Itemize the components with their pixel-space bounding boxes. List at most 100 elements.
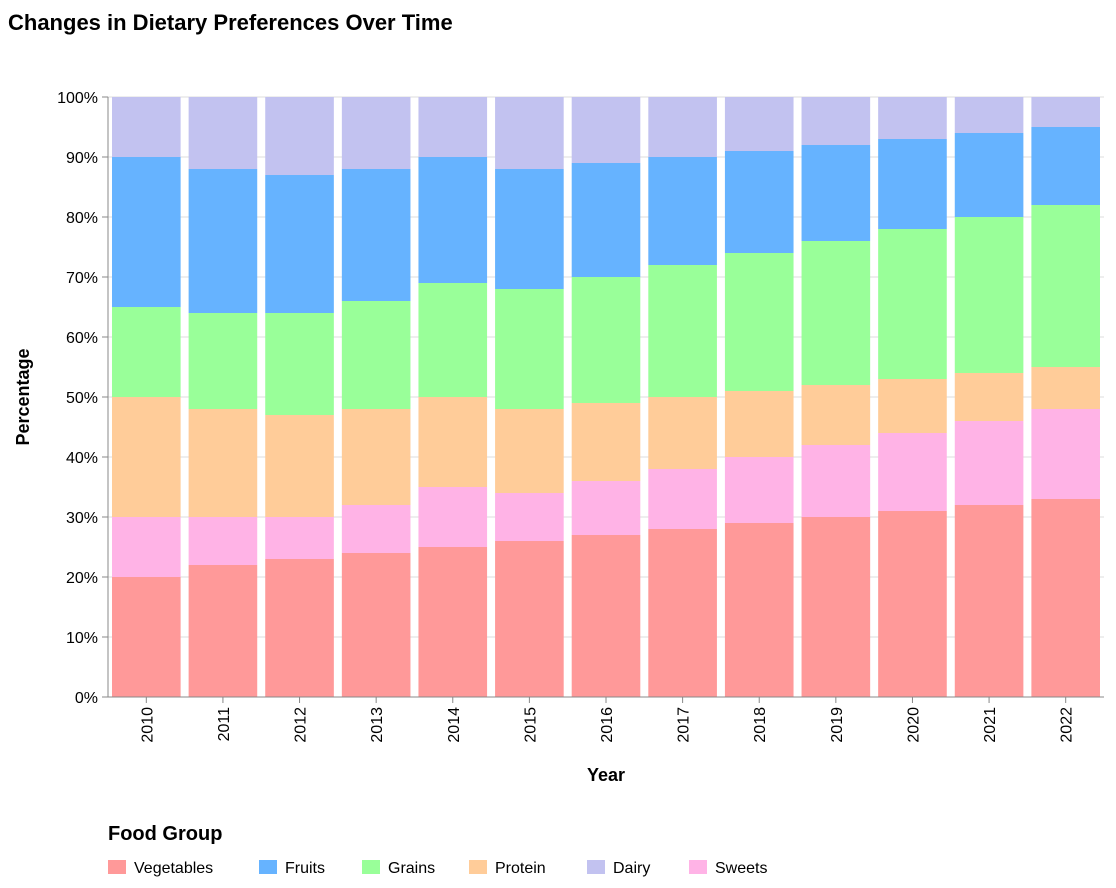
bar-segment-vegetables-2019 (801, 517, 871, 697)
bar-segment-grains-2013 (341, 301, 411, 409)
y-axis-title: Percentage (13, 348, 33, 445)
legend-label: Protein (495, 860, 546, 877)
y-tick-label: 30% (66, 510, 98, 527)
bar-segment-sweets-2021 (954, 421, 1024, 505)
bar-segment-grains-2012 (265, 313, 334, 415)
legend-label: Fruits (285, 860, 325, 877)
bar-segment-vegetables-2013 (341, 553, 411, 697)
y-tick-label: 90% (66, 150, 98, 167)
x-axis-title: Year (587, 765, 625, 785)
bar-segment-protein-2011 (188, 409, 258, 517)
bar-segment-grains-2011 (188, 313, 258, 409)
bar-segment-vegetables-2015 (495, 541, 564, 697)
x-tick-label: 2022 (1059, 707, 1076, 743)
bar-segment-protein-2013 (341, 409, 411, 505)
bar-segment-vegetables-2011 (188, 565, 258, 697)
x-tick-label: 2015 (522, 707, 539, 743)
legend-item-sweets: Sweets (689, 860, 767, 877)
bar-segment-sweets-2011 (188, 517, 258, 565)
y-tick-label: 50% (66, 390, 98, 407)
bar-segment-grains-2016 (571, 277, 641, 403)
legend-label: Vegetables (134, 860, 213, 877)
x-tick-label: 2013 (369, 707, 386, 743)
bar-segment-dairy-2019 (801, 97, 871, 145)
bar-segment-fruits-2015 (495, 169, 564, 289)
legend-swatch (259, 860, 277, 874)
bar-segment-vegetables-2014 (418, 547, 488, 697)
y-tick-label: 0% (75, 690, 98, 707)
legend-label: Dairy (613, 860, 650, 877)
y-tick-label: 40% (66, 450, 98, 467)
bars (112, 97, 1100, 697)
bar-segment-protein-2014 (418, 397, 488, 487)
chart-title: Changes in Dietary Preferences Over Time (8, 10, 453, 35)
bar-segment-sweets-2010 (112, 517, 181, 577)
bar-segment-dairy-2021 (954, 97, 1024, 133)
bar-segment-protein-2015 (495, 409, 564, 493)
bar-segment-fruits-2021 (954, 133, 1024, 217)
legend-item-grains: Grains (362, 860, 435, 877)
legend: Vegetables Fruits Grains Protein Dairy Sweets (108, 860, 767, 877)
bar-segment-grains-2010 (112, 307, 181, 397)
x-tick-label: 2021 (982, 707, 999, 743)
legend-label: Grains (388, 860, 435, 877)
bar-segment-protein-2021 (954, 373, 1024, 421)
bar-segment-fruits-2013 (341, 169, 411, 301)
bar-segment-vegetables-2020 (878, 511, 947, 697)
bar-segment-protein-2020 (878, 379, 947, 433)
bar-segment-protein-2017 (648, 397, 717, 469)
bar-segment-fruits-2011 (188, 169, 258, 313)
bar-segment-protein-2022 (1031, 367, 1100, 409)
bar-segment-protein-2010 (112, 397, 181, 517)
bar-segment-dairy-2015 (495, 97, 564, 169)
bar-segment-grains-2019 (801, 241, 871, 385)
legend-swatch (108, 860, 126, 874)
bar-segment-protein-2018 (724, 391, 794, 457)
bar-segment-protein-2016 (571, 403, 641, 481)
bar-segment-vegetables-2018 (724, 523, 794, 697)
bar-segment-dairy-2020 (878, 97, 947, 139)
bar-segment-vegetables-2021 (954, 505, 1024, 697)
y-tick-label: 60% (66, 330, 98, 347)
x-tick-label: 2017 (676, 707, 693, 743)
y-tick-label: 100% (57, 90, 98, 107)
bar-segment-grains-2020 (878, 229, 947, 379)
bar-segment-grains-2018 (724, 253, 794, 391)
bar-segment-fruits-2018 (724, 151, 794, 253)
x-axis: 2010 2011 2012 2013 2014 2015 2016 2017 2018 2019… (108, 696, 1104, 743)
bar-segment-sweets-2016 (571, 481, 641, 535)
legend-swatch (587, 860, 605, 874)
bar-segment-sweets-2019 (801, 445, 871, 517)
x-tick-label: 2011 (216, 707, 233, 742)
bar-segment-sweets-2018 (724, 457, 794, 523)
legend-item-protein: Protein (469, 860, 546, 877)
x-tick-label: 2018 (752, 707, 769, 743)
bar-segment-dairy-2016 (571, 97, 641, 163)
legend-item-fruits: Fruits (259, 860, 325, 877)
bar-segment-vegetables-2016 (571, 535, 641, 697)
bar-segment-fruits-2017 (648, 157, 717, 265)
y-tick-label: 70% (66, 270, 98, 287)
bar-segment-dairy-2010 (112, 97, 181, 157)
bar-segment-dairy-2013 (341, 97, 411, 169)
bar-segment-grains-2014 (418, 283, 488, 397)
bar-segment-dairy-2022 (1031, 97, 1100, 127)
bar-segment-dairy-2018 (724, 97, 794, 151)
bar-segment-fruits-2020 (878, 139, 947, 229)
bar-segment-sweets-2015 (495, 493, 564, 541)
bar-segment-dairy-2011 (188, 97, 258, 169)
legend-swatch (469, 860, 487, 874)
bar-segment-sweets-2022 (1031, 409, 1100, 499)
bar-segment-fruits-2016 (571, 163, 641, 277)
bar-segment-grains-2015 (495, 289, 564, 409)
bar-segment-sweets-2014 (418, 487, 488, 547)
bar-segment-dairy-2017 (648, 97, 717, 157)
x-tick-label: 2014 (446, 707, 463, 743)
bar-segment-fruits-2014 (418, 157, 488, 283)
bar-segment-sweets-2012 (265, 517, 334, 559)
x-tick-label: 2019 (829, 707, 846, 743)
bar-segment-grains-2021 (954, 217, 1024, 373)
legend-swatch (689, 860, 707, 874)
bar-segment-protein-2012 (265, 415, 334, 517)
